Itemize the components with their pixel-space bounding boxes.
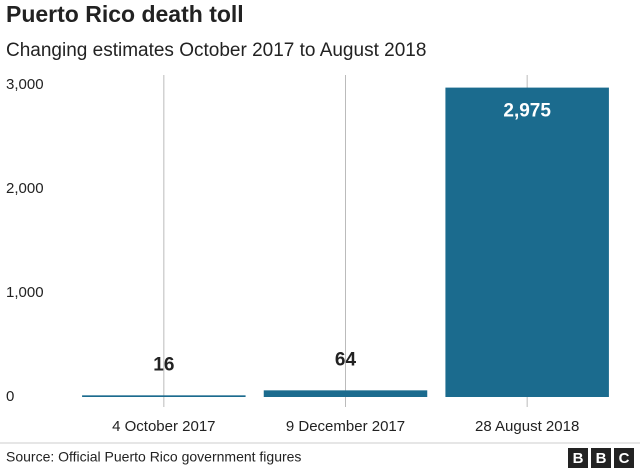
bar (445, 87, 609, 397)
logo-box (568, 448, 588, 468)
logo-box (614, 448, 634, 468)
bar (263, 390, 428, 397)
x-tick-label: 28 August 2018 (475, 418, 579, 435)
logo-letter: B (573, 450, 584, 467)
value-label: 64 (335, 349, 357, 370)
bar (82, 395, 246, 397)
x-tick-label: 4 October 2017 (112, 418, 215, 435)
y-tick-label: 1,000 (6, 284, 44, 301)
logo-letter: B (596, 450, 607, 467)
value-label: 16 (153, 354, 174, 375)
y-tick-label: 3,000 (6, 76, 44, 93)
value-label: 2,975 (503, 101, 551, 122)
chart-subtitle: Changing estimates October 2017 to Augus… (6, 40, 426, 61)
y-tick-label: 0 (6, 388, 14, 405)
y-tick-label: 2,000 (6, 180, 44, 197)
logo-box (591, 448, 611, 468)
source: Source: Official Puerto Rico government … (6, 449, 301, 465)
chart-title: Puerto Rico death toll (6, 1, 244, 27)
logo-letter: C (619, 450, 630, 467)
x-tick-label: 9 December 2017 (286, 418, 405, 435)
